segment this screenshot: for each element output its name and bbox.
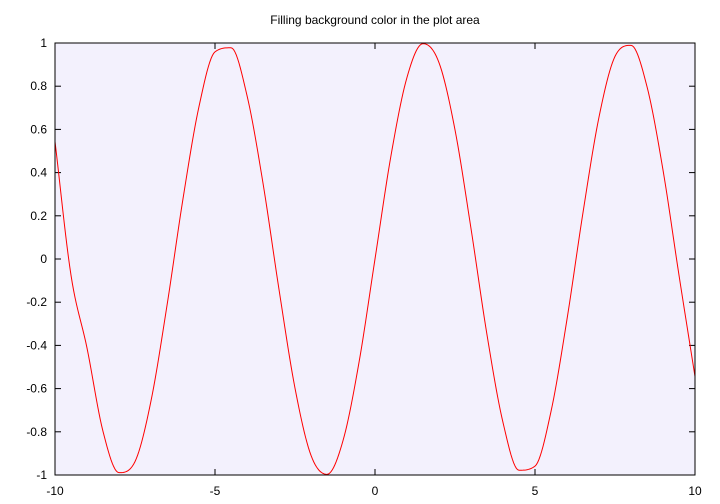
y-tick-label: -0.6: [26, 382, 47, 396]
series-line: [54, 43, 696, 475]
y-tick-label: 0.8: [30, 79, 47, 93]
x-tick-label: 10: [688, 484, 702, 498]
y-tick-label: -1: [36, 468, 47, 482]
x-tick-label: 5: [532, 484, 539, 498]
y-axis: -1 -0.8 -0.6 -0.4 -0.2 0 0.2 0.4 0.6 0.8 1: [26, 36, 695, 482]
y-tick-label: 1: [40, 36, 47, 50]
y-tick-label: -0.2: [26, 295, 47, 309]
y-tick-label: 0.4: [30, 166, 47, 180]
y-tick-label: -0.8: [26, 425, 47, 439]
y-tick-label: 0.2: [30, 209, 47, 223]
chart-title: Filling background color in the plot are…: [270, 13, 480, 27]
y-tick-label: 0: [40, 252, 47, 266]
x-tick-label: -10: [46, 484, 64, 498]
x-tick-label: 0: [372, 484, 379, 498]
x-tick-label: -5: [210, 484, 221, 498]
y-tick-label: 0.6: [30, 122, 47, 136]
plot-border: [54, 42, 696, 476]
y-tick-label: -0.4: [26, 338, 47, 352]
series-layer: [54, 43, 696, 475]
